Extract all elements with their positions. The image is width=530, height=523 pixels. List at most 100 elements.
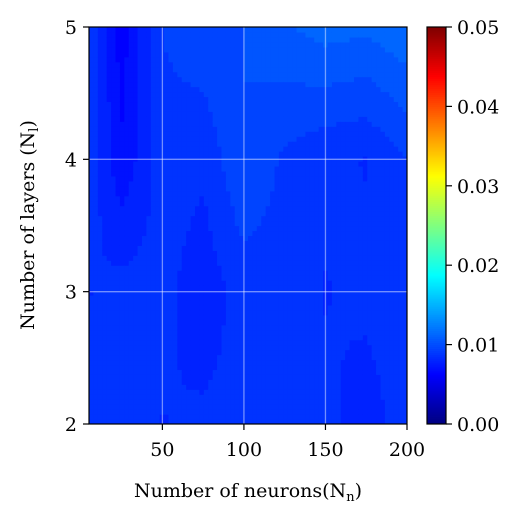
contour-cell xyxy=(243,31,249,38)
contour-cell xyxy=(221,255,227,261)
contour-cell xyxy=(274,61,280,68)
contour-cell xyxy=(164,414,170,420)
contour-cell xyxy=(159,76,165,83)
contour-cell xyxy=(278,66,284,73)
contour-cell xyxy=(305,290,311,296)
contour-cell xyxy=(248,31,254,38)
contour-cell xyxy=(203,344,209,351)
contour-cell xyxy=(106,404,112,410)
contour-cell xyxy=(199,81,205,88)
contour-cell xyxy=(190,230,196,237)
contour-cell xyxy=(292,141,298,147)
contour-cell xyxy=(150,329,156,336)
contour-cell xyxy=(292,255,298,261)
contour-cell xyxy=(305,141,311,147)
contour-cell xyxy=(89,190,95,197)
contour-cell xyxy=(358,334,364,341)
contour-cell xyxy=(142,126,148,132)
contour-cell xyxy=(133,285,139,291)
contour-cell xyxy=(212,324,218,331)
contour-cell xyxy=(128,384,134,390)
contour-cell xyxy=(239,51,245,58)
contour-cell xyxy=(119,170,125,177)
contour-cell xyxy=(203,364,209,371)
contour-cell xyxy=(172,329,178,336)
contour-cell xyxy=(358,270,364,276)
contour-cell xyxy=(248,324,254,331)
contour-cell xyxy=(168,419,174,424)
contour-cell xyxy=(172,136,178,142)
contour-cell xyxy=(111,344,117,351)
contour-cell xyxy=(199,31,205,38)
contour-cell xyxy=(252,314,258,321)
contour-cell xyxy=(230,290,236,296)
contour-cell xyxy=(190,210,196,217)
contour-cell xyxy=(292,280,298,286)
contour-cell xyxy=(102,106,108,112)
contour-cell xyxy=(155,185,161,192)
contour-cell xyxy=(159,354,165,361)
contour-cell xyxy=(115,151,121,157)
contour-cell xyxy=(115,131,121,137)
contour-cell xyxy=(270,339,276,346)
contour-cell xyxy=(217,275,223,281)
contour-cell xyxy=(217,96,223,103)
contour-cell xyxy=(292,71,298,78)
contour-cell xyxy=(111,61,117,68)
contour-cell xyxy=(115,299,121,306)
contour-cell xyxy=(137,66,143,73)
contour-cell xyxy=(318,324,324,331)
contour-cell xyxy=(261,324,267,331)
contour-cell xyxy=(181,334,187,341)
contour-cell xyxy=(309,389,315,395)
contour-cell xyxy=(128,270,134,276)
contour-cell xyxy=(305,314,311,321)
contour-cell xyxy=(296,146,302,152)
contour-cell xyxy=(164,27,170,33)
contour-cell xyxy=(172,369,178,375)
contour-cell xyxy=(261,334,267,341)
contour-cell xyxy=(106,56,112,63)
contour-cell xyxy=(111,96,117,103)
contour-cell xyxy=(124,419,130,424)
contour-cell xyxy=(225,195,231,202)
contour-cell xyxy=(340,131,346,137)
contour-cell xyxy=(97,389,103,395)
contour-cell xyxy=(225,294,231,301)
contour-cell xyxy=(177,309,183,316)
contour-cell xyxy=(225,151,231,157)
contour-cell xyxy=(239,106,245,112)
contour-cell xyxy=(331,225,337,232)
contour-cell xyxy=(133,280,139,286)
contour-cell xyxy=(292,344,298,351)
contour-cell xyxy=(345,334,351,341)
contour-cell xyxy=(106,66,112,73)
contour-cell xyxy=(265,76,271,83)
contour-cell xyxy=(261,61,267,68)
contour-cell xyxy=(217,399,223,405)
contour-cell xyxy=(256,121,262,127)
contour-cell xyxy=(274,86,280,93)
contour-cell xyxy=(331,319,337,326)
contour-cell xyxy=(142,56,148,63)
contour-cell xyxy=(168,359,174,366)
contour-cell xyxy=(115,354,121,361)
contour-cell xyxy=(345,210,351,217)
contour-cell xyxy=(172,71,178,78)
contour-cell xyxy=(243,141,249,147)
contour-cell xyxy=(155,290,161,296)
contour-cell xyxy=(199,46,205,53)
contour-cell xyxy=(199,71,205,78)
contour-cell xyxy=(278,160,284,167)
contour-cell xyxy=(177,414,183,420)
contour-cell xyxy=(323,359,329,366)
contour-cell xyxy=(331,260,337,266)
contour-cell xyxy=(155,96,161,103)
contour-cell xyxy=(119,265,125,271)
contour-cell xyxy=(278,235,284,241)
contour-cell xyxy=(221,265,227,271)
contour-cell xyxy=(168,126,174,132)
contour-cell xyxy=(256,27,262,33)
contour-cell xyxy=(239,91,245,98)
contour-cell xyxy=(265,414,271,420)
